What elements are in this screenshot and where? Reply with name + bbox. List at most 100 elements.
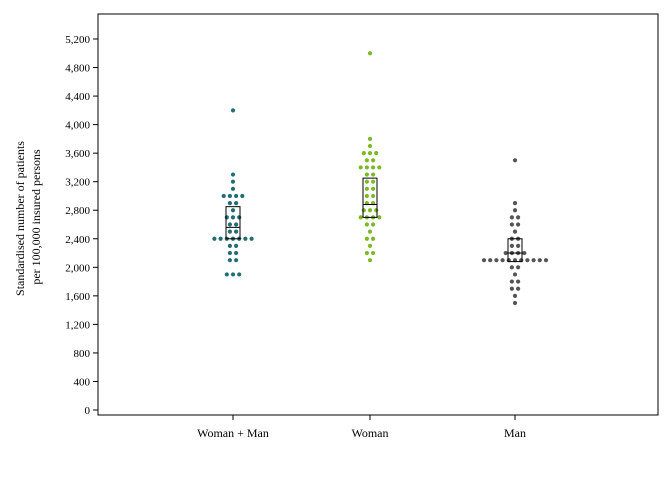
data-point xyxy=(512,300,518,306)
data-point xyxy=(516,265,521,270)
plot-area xyxy=(212,51,549,306)
data-point xyxy=(364,172,369,177)
data-point xyxy=(230,215,236,220)
series-group xyxy=(358,51,382,263)
data-point xyxy=(367,243,373,249)
iqr-box xyxy=(225,206,241,240)
data-point xyxy=(371,179,376,184)
y-tick-label: 1,200 xyxy=(65,319,90,331)
y-tick-label: 2,000 xyxy=(65,262,90,274)
data-point xyxy=(494,258,499,263)
data-point xyxy=(377,165,382,170)
series-group xyxy=(481,158,549,306)
data-point xyxy=(230,208,236,213)
data-point xyxy=(227,200,232,206)
data-point xyxy=(374,208,379,213)
data-point xyxy=(512,208,518,213)
data-point xyxy=(234,243,239,249)
data-point xyxy=(224,215,229,220)
data-point xyxy=(234,200,239,206)
iqr-box xyxy=(362,177,378,218)
data-point xyxy=(525,258,530,263)
x-category-label: Man xyxy=(504,426,526,440)
data-point xyxy=(230,272,236,277)
y-tick-label: 400 xyxy=(74,376,91,388)
data-point xyxy=(240,193,245,199)
data-point xyxy=(516,286,521,291)
data-point xyxy=(500,258,505,263)
data-point xyxy=(371,193,376,199)
data-point xyxy=(234,229,239,234)
data-point xyxy=(364,250,369,256)
data-point xyxy=(488,258,493,263)
data-point xyxy=(234,258,239,263)
data-point xyxy=(367,51,373,56)
data-point xyxy=(237,272,242,277)
data-point xyxy=(227,243,232,249)
data-point xyxy=(212,236,217,241)
data-point xyxy=(361,208,366,213)
data-point xyxy=(516,279,521,284)
y-tick-label: 4,000 xyxy=(65,120,90,132)
y-axis-title-line-1: Standardised number of patients xyxy=(13,141,27,296)
data-point xyxy=(509,265,514,270)
y-axis: 0 400 800 1,200 1,600 2,000 2,400 2,800 3,200 3,6… xyxy=(65,34,98,417)
data-point xyxy=(230,186,236,191)
data-point xyxy=(512,272,518,277)
y-axis-title-line-2: per 100,000 insured persons xyxy=(29,149,43,285)
data-point xyxy=(361,151,366,156)
data-point xyxy=(516,215,521,220)
y-tick-label: 5,200 xyxy=(65,34,90,46)
data-point xyxy=(516,243,521,249)
data-point xyxy=(227,250,232,256)
data-point xyxy=(367,136,373,141)
data-point xyxy=(537,258,542,263)
data-point xyxy=(509,222,514,227)
y-tick-label: 4,400 xyxy=(65,91,90,103)
data-point xyxy=(522,250,527,256)
data-point xyxy=(371,158,376,163)
data-point xyxy=(237,215,242,220)
data-point xyxy=(371,165,376,170)
plot-frame xyxy=(97,13,659,416)
data-point xyxy=(364,158,369,163)
data-point xyxy=(243,236,248,241)
data-point xyxy=(367,151,373,156)
x-category-label: Woman + Man xyxy=(197,426,269,440)
data-point xyxy=(371,250,376,256)
data-point xyxy=(543,258,549,263)
series-group xyxy=(212,108,254,277)
data-point xyxy=(503,250,508,256)
data-point xyxy=(509,215,514,220)
x-category-label: Woman xyxy=(351,426,388,440)
y-tick-label: 800 xyxy=(74,348,91,360)
y-tick-label: 2,800 xyxy=(65,205,90,217)
data-point xyxy=(371,186,376,191)
data-point xyxy=(227,222,232,227)
data-point xyxy=(358,215,363,220)
y-tick-label: 3,200 xyxy=(65,177,90,189)
data-point xyxy=(371,236,376,241)
data-point xyxy=(224,272,229,277)
data-point xyxy=(531,258,536,263)
data-point xyxy=(364,222,369,227)
data-point xyxy=(364,186,369,191)
y-axis-title: Standardised number of patients per 100,… xyxy=(13,138,43,296)
data-point xyxy=(364,165,369,170)
data-point xyxy=(367,229,373,234)
data-point xyxy=(364,179,369,184)
data-point xyxy=(230,172,236,177)
data-point xyxy=(512,158,518,163)
iqr-box xyxy=(507,238,523,263)
x-axis: Woman + Man Woman Man xyxy=(197,415,526,440)
data-point xyxy=(516,222,521,227)
data-point xyxy=(364,236,369,241)
data-point xyxy=(221,193,226,199)
data-point xyxy=(227,193,232,199)
data-point xyxy=(234,250,239,256)
y-tick-label: 4,800 xyxy=(65,63,90,75)
y-tick-label: 3,600 xyxy=(65,148,90,160)
data-point xyxy=(367,258,373,263)
data-point xyxy=(218,236,223,241)
